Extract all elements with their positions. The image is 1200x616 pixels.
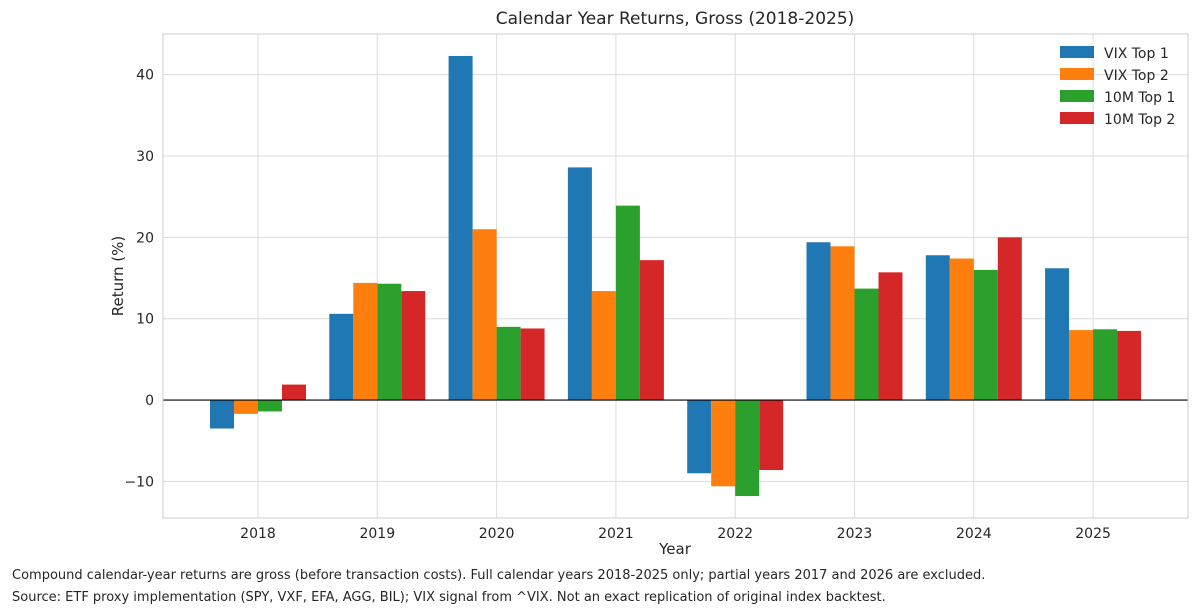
bar-10m-top-1-2020 — [496, 326, 521, 401]
bar-vix-top-1-2020 — [448, 55, 473, 401]
y-tick-label: 40 — [136, 68, 154, 84]
chart-title: Calendar Year Returns, Gross (2018-2025) — [496, 9, 855, 29]
bar-10m-top-1-2025 — [1093, 329, 1118, 401]
bar-10m-top-1-2023 — [854, 288, 879, 401]
bar-vix-top-2-2025 — [1069, 330, 1094, 401]
bar-vix-top-1-2024 — [925, 255, 950, 401]
bar-10m-top-2-2024 — [997, 237, 1022, 401]
legend-swatch — [1060, 112, 1094, 124]
bar-vix-top-2-2022 — [711, 400, 736, 487]
bar-vix-top-1-2021 — [567, 167, 592, 401]
legend-swatch — [1060, 68, 1094, 80]
bar-vix-top-1-2023 — [806, 242, 831, 401]
legend-label: 10M Top 2 — [1104, 112, 1175, 128]
bar-10m-top-2-2021 — [639, 260, 664, 401]
bar-vix-top-1-2022 — [687, 400, 712, 474]
bar-10m-top-1-2022 — [735, 400, 760, 497]
x-tick-label: 2020 — [479, 526, 515, 542]
bar-vix-top-2-2021 — [591, 291, 616, 401]
bar-10m-top-2-2022 — [759, 400, 784, 471]
legend-swatch — [1060, 46, 1094, 58]
y-tick-label: 20 — [136, 230, 154, 246]
x-axis-label: Year — [658, 540, 692, 558]
bar-10m-top-2-2019 — [401, 291, 426, 401]
y-tick-label: −10 — [124, 474, 154, 490]
legend-label: 10M Top 1 — [1104, 90, 1175, 106]
bar-10m-top-2-2025 — [1117, 330, 1142, 401]
bar-10m-top-2-2020 — [520, 328, 545, 401]
y-tick-label: 10 — [136, 312, 154, 328]
bar-vix-top-2-2020 — [472, 229, 497, 401]
bar-10m-top-1-2021 — [615, 205, 640, 401]
x-tick-label: 2024 — [956, 526, 992, 542]
x-tick-label: 2019 — [359, 526, 395, 542]
x-tick-label: 2021 — [598, 526, 634, 542]
x-tick-label: 2025 — [1075, 526, 1111, 542]
bar-vix-top-2-2018 — [234, 400, 258, 414]
x-tick-label: 2018 — [240, 526, 276, 542]
bar-vix-top-1-2018 — [210, 400, 234, 429]
plot-area — [163, 34, 1188, 518]
y-tick-label: 0 — [145, 393, 154, 409]
legend-label: VIX Top 2 — [1104, 68, 1169, 84]
bar-vix-top-2-2019 — [353, 282, 378, 401]
footnote-costs: Compound calendar-year returns are gross… — [12, 568, 986, 583]
bar-10m-top-1-2018 — [258, 400, 282, 412]
legend: VIX Top 1 VIX Top 2 10M Top 1 10M Top 2 — [1060, 46, 1175, 128]
bar-chart: −10 0 10 20 30 40 2018 2019 2020 2021 2022 2023 202… — [109, 9, 1189, 558]
bar-10m-top-1-2019 — [377, 283, 402, 401]
y-axis-ticks: −10 0 10 20 30 40 — [124, 68, 154, 491]
x-axis-ticks: 2018 2019 2020 2021 2022 2023 2024 2025 — [240, 526, 1111, 542]
plot-frame — [162, 33, 1189, 519]
x-tick-label: 2022 — [717, 526, 753, 542]
bar-10m-top-1-2024 — [973, 269, 998, 401]
y-axis-label: Return (%) — [109, 236, 127, 317]
bar-vix-top-2-2023 — [830, 246, 855, 401]
bar-vix-top-1-2025 — [1045, 268, 1070, 401]
bar-10m-top-2-2023 — [878, 272, 903, 401]
bar-10m-top-2-2018 — [282, 384, 306, 401]
legend-swatch — [1060, 90, 1094, 102]
bar-vix-top-2-2024 — [949, 258, 974, 401]
footnote-source: Source: ETF proxy implementation (SPY, V… — [12, 590, 886, 605]
x-tick-label: 2023 — [837, 526, 873, 542]
bar-vix-top-1-2019 — [329, 313, 354, 401]
legend-label: VIX Top 1 — [1104, 46, 1169, 62]
y-tick-label: 30 — [136, 149, 154, 165]
bars — [210, 55, 1142, 497]
